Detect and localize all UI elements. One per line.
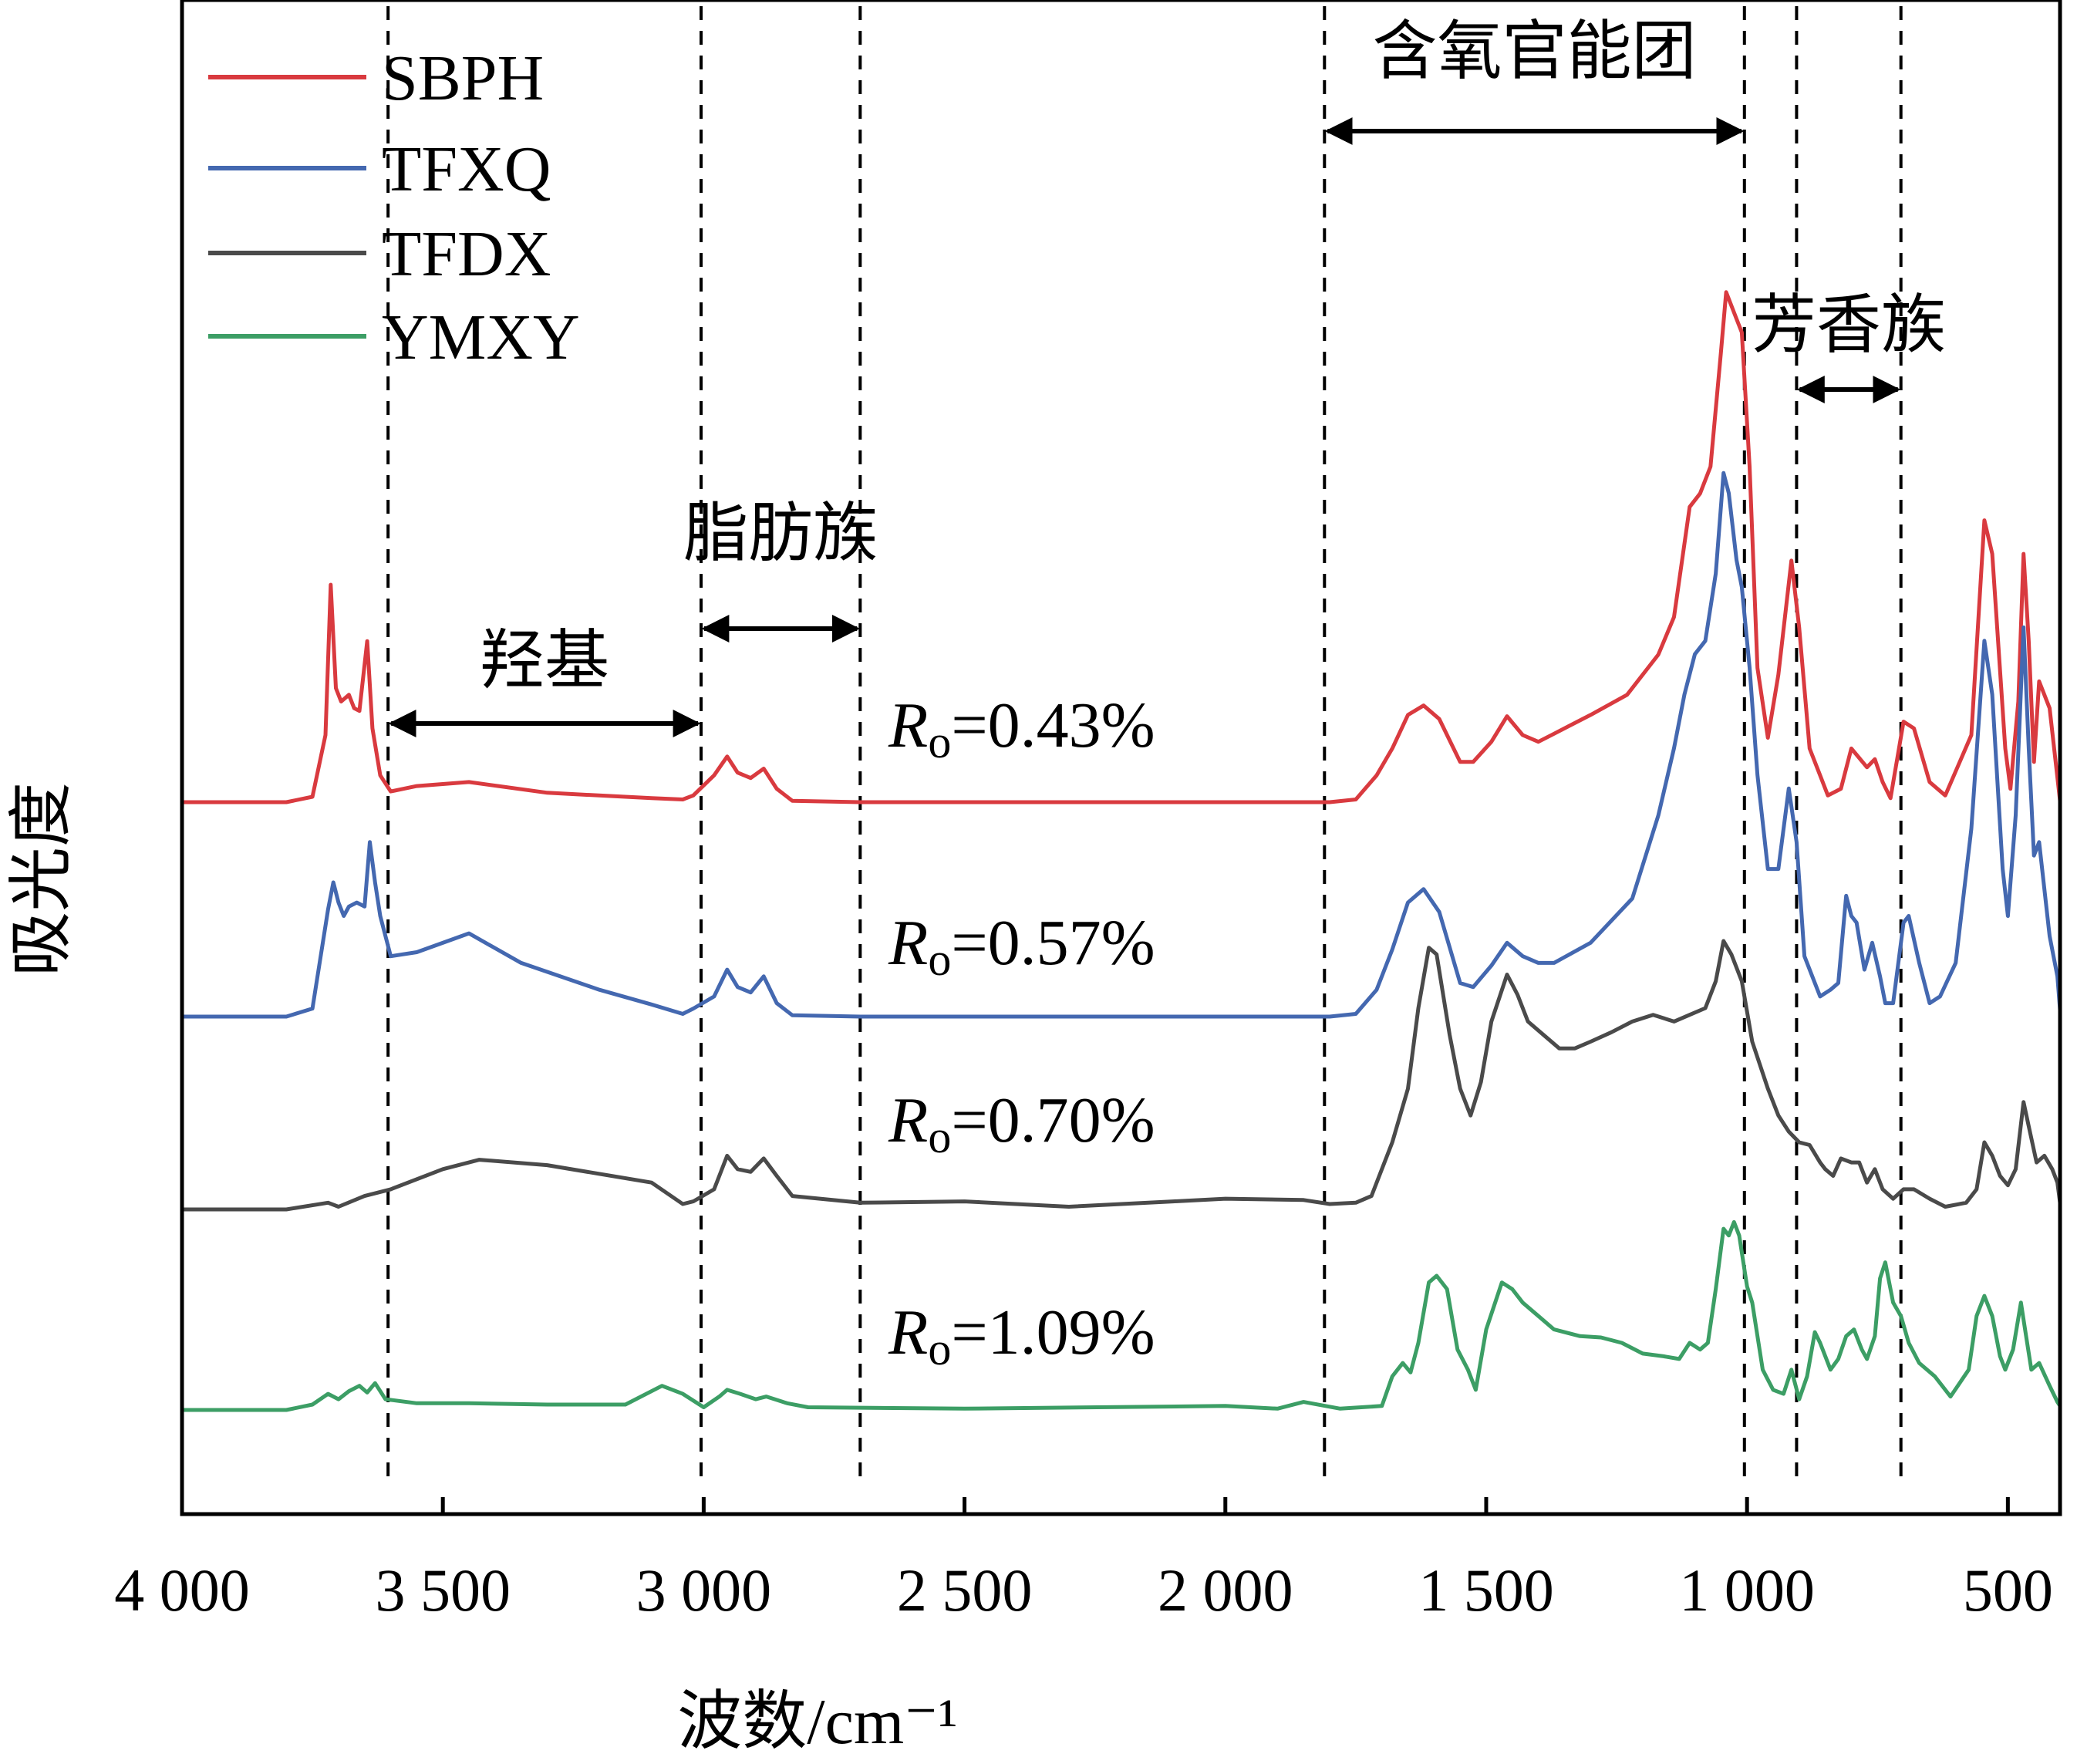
- x-ticks: 4 000 3 500 3 000 2 500 2 000 1 500 1 000 500: [114, 1497, 2053, 1624]
- series-line-ymxy: [182, 1219, 2062, 1412]
- y-axis-title: 吸光度: [6, 782, 78, 976]
- annotation-label-2: 脂肪族: [683, 498, 878, 570]
- annotation-label-3: 含氧官能团: [1373, 16, 1697, 88]
- x-tick-label: 2 500: [897, 1557, 1033, 1624]
- series-line-sbph: [182, 290, 2062, 804]
- legend-label-tfxq: TFXQ: [382, 133, 551, 205]
- x-tick-label: 3 500: [375, 1557, 511, 1624]
- annotation-label-4: 芳香族: [1752, 290, 1946, 362]
- ro-labels: Ro=0.43% Ro=0.57% Ro=0.70% Ro=1.09%: [888, 690, 1155, 1374]
- x-tick-label: 4 000: [114, 1557, 250, 1624]
- legend-label-sbph: SBPH: [382, 42, 544, 114]
- ro-label-sbph: Ro=0.43%: [888, 690, 1155, 767]
- series-line-tfxq: [182, 471, 2062, 1019]
- annotation-label-1: 羟基: [480, 626, 609, 697]
- x-tick-label: 1 000: [1679, 1557, 1815, 1624]
- legend-label-ymxy: YMXY: [382, 302, 580, 373]
- x-tick-label: 500: [1963, 1557, 2053, 1624]
- legend-label-tfdx: TFDX: [382, 218, 551, 290]
- ro-label-tfdx: Ro=0.70%: [888, 1084, 1155, 1162]
- x-tick-label: 1 500: [1418, 1557, 1554, 1624]
- series-lines: [182, 290, 2062, 1412]
- x-axis-title: 波数/cm⁻¹: [677, 1686, 957, 1758]
- legend: SBPH TFXQ TFDX YMXY: [208, 42, 580, 373]
- ro-label-ymxy: Ro=1.09%: [888, 1297, 1155, 1374]
- x-tick-label: 2 000: [1158, 1557, 1293, 1624]
- series-line-tfdx: [182, 939, 2062, 1212]
- x-tick-label: 3 000: [636, 1557, 772, 1624]
- plot-frame: [180, 0, 2062, 1516]
- ro-label-tfxq: Ro=0.57%: [888, 907, 1155, 985]
